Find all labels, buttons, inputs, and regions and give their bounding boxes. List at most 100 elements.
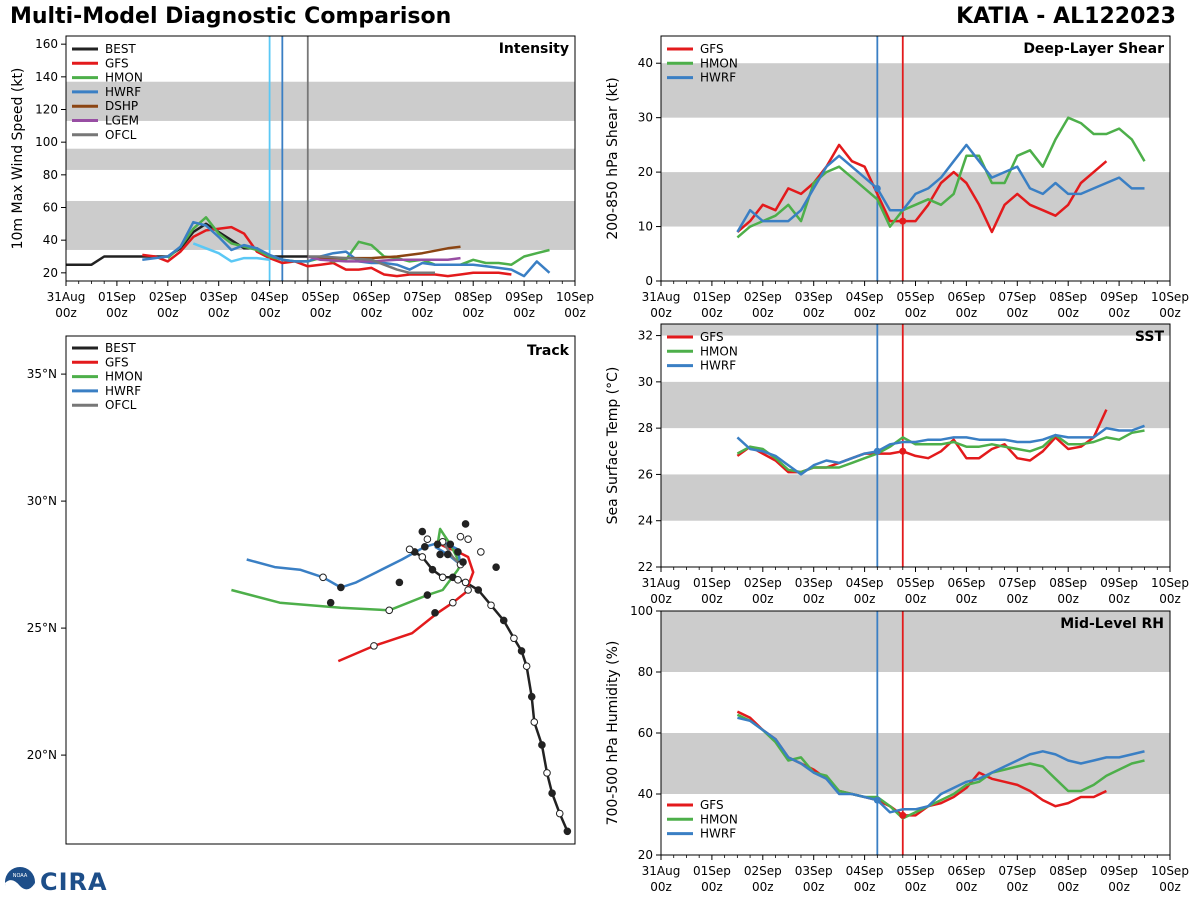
storm-id-title: KATIA - AL122023 [956, 4, 1176, 29]
track-position-marker [555, 809, 564, 818]
track-position-marker [464, 535, 472, 544]
shear-ylabel: 200-850 hPa Shear (kt) [605, 77, 621, 239]
intensity-xtick-hour: 00z [462, 306, 484, 320]
shear-xtick-label: 08Sep [1049, 290, 1087, 304]
rh-xtick-hour: 00z [905, 880, 927, 894]
intensity-xtick-hour: 00z [310, 306, 332, 320]
track-plot-area [231, 520, 572, 836]
intensity-ylabel: 10m Max Wind Speed (kt) [10, 68, 26, 250]
intensity-series-ships [192, 242, 270, 263]
rh-title: Mid-Level RH [1060, 616, 1164, 632]
sst-xtick-hour: 00z [701, 592, 723, 606]
intensity-xtick-hour: 00z [412, 306, 434, 320]
intensity-xtick-hour: 00z [513, 306, 535, 320]
rh-xtick-hour: 00z [1007, 880, 1029, 894]
sst-ylabel: Sea Surface Temp (°C) [605, 367, 621, 525]
shear-xtick-label: 02Sep [744, 290, 782, 304]
rh-xtick-hour: 00z [956, 880, 978, 894]
shear-ytick-label: 40 [638, 56, 653, 70]
track-position-marker [459, 558, 467, 566]
shear-xtick-hour: 00z [1159, 306, 1181, 320]
shear-xtick-hour: 00z [905, 306, 927, 320]
intensity-ytick-label: 100 [35, 135, 58, 149]
intensity-ytick-label: 20 [43, 266, 58, 280]
track-position-marker [522, 662, 531, 671]
track-legend-label-hwrf: HWRF [105, 384, 141, 398]
rh-xtick-label: 01Sep [693, 864, 731, 878]
shear-xtick-label: 07Sep [998, 290, 1036, 304]
sst-xtick-label: 08Sep [1049, 576, 1087, 590]
track-position-marker [438, 573, 447, 582]
intensity-xtick-label: 06Sep [352, 290, 390, 304]
track-position-marker [449, 598, 457, 607]
page-title: Multi-Model Diagnostic Comparison [10, 4, 452, 29]
track-series-best [409, 548, 569, 832]
track-position-marker [370, 642, 378, 650]
rh-xtick-hour: 00z [854, 880, 876, 894]
intensity-title: Intensity [499, 41, 569, 57]
sst-xtick-label: 04Sep [846, 576, 884, 590]
intensity-legend-label-hwrf: HWRF [105, 85, 141, 99]
track-position-marker [423, 535, 432, 544]
intensity-series-hmon [166, 216, 550, 266]
sst-xtick-hour: 00z [752, 592, 774, 606]
track-legend-label-gfs: GFS [105, 355, 129, 369]
sst-xtick-label: 01Sep [693, 576, 731, 590]
shear-xtick-label: 05Sep [897, 290, 935, 304]
sst-ytick-label: 22 [638, 560, 653, 574]
intensity-xtick-label: 04Sep [251, 290, 289, 304]
intensity-xtick-label: 07Sep [403, 290, 441, 304]
intensity-xtick-hour: 00z [564, 306, 586, 320]
sst-legend-label-hwrf: HWRF [700, 359, 736, 373]
rh-legend-label-hwrf: HWRF [700, 827, 736, 841]
track-position-marker [543, 769, 551, 777]
track-position-marker [517, 647, 526, 655]
track-lat-label: 20°N [27, 748, 57, 762]
rh-band-1 [661, 611, 1170, 672]
rh-chart: 20 40 60 80 100 31Aug 00z 01Sep 00z 02Sep 00z 03Sep… [605, 604, 1189, 894]
sst-band-1 [661, 381, 1170, 429]
track-legend-label-hmon: HMON [105, 370, 143, 384]
rh-xtick-label: 31Aug [642, 864, 681, 878]
sst-xtick-label: 10Sep [1151, 576, 1189, 590]
shear-xtick-hour: 00z [1057, 306, 1079, 320]
shear-xtick-label: 04Sep [846, 290, 884, 304]
intensity-xtick-hour: 00z [55, 306, 77, 320]
intensity-xtick-hour: 00z [259, 306, 281, 320]
shear-chart: 0 10 20 30 40 31Aug 00z 01Sep 00z 02Sep 00z 03Sep 00… [605, 35, 1189, 320]
track-position-marker [461, 578, 470, 587]
rh-series-hmon [736, 713, 1145, 820]
shear-ytick-label: 10 [638, 220, 653, 234]
sst-xtick-hour: 00z [1159, 592, 1181, 606]
shear-xtick-label: 31Aug [642, 290, 681, 304]
track-position-marker [461, 520, 470, 528]
shear-ytick-label: 30 [638, 111, 653, 125]
shear-legend-label-hmon: HMON [700, 56, 738, 70]
sst-xtick-label: 07Sep [998, 576, 1036, 590]
rh-ytick-label: 20 [638, 848, 653, 862]
intensity-band-1 [66, 148, 575, 170]
sst-hwrf-analysis-point [873, 447, 881, 455]
sst-series-hwrf [736, 424, 1145, 476]
sst-xtick-hour: 00z [905, 592, 927, 606]
track-position-marker [319, 573, 327, 582]
intensity-ytick-label: 120 [35, 103, 58, 117]
track-position-marker [326, 598, 335, 607]
rh-ytick-label: 80 [638, 665, 653, 679]
shear-series-gfs [736, 143, 1108, 234]
track-frame [65, 335, 576, 845]
intensity-xtick-hour: 00z [361, 306, 383, 320]
track-position-marker [454, 548, 462, 556]
track-position-marker [510, 634, 518, 643]
track-position-marker [423, 591, 432, 599]
rh-xtick-hour: 00z [1057, 880, 1079, 894]
sst-xtick-label: 09Sep [1100, 576, 1138, 590]
sst-xtick-hour: 00z [650, 592, 672, 606]
intensity-xtick-label: 02Sep [149, 290, 187, 304]
sst-band-2 [661, 324, 1170, 336]
track-position-marker [443, 550, 452, 559]
track-position-marker [418, 527, 427, 536]
shear-band-0 [661, 172, 1170, 227]
